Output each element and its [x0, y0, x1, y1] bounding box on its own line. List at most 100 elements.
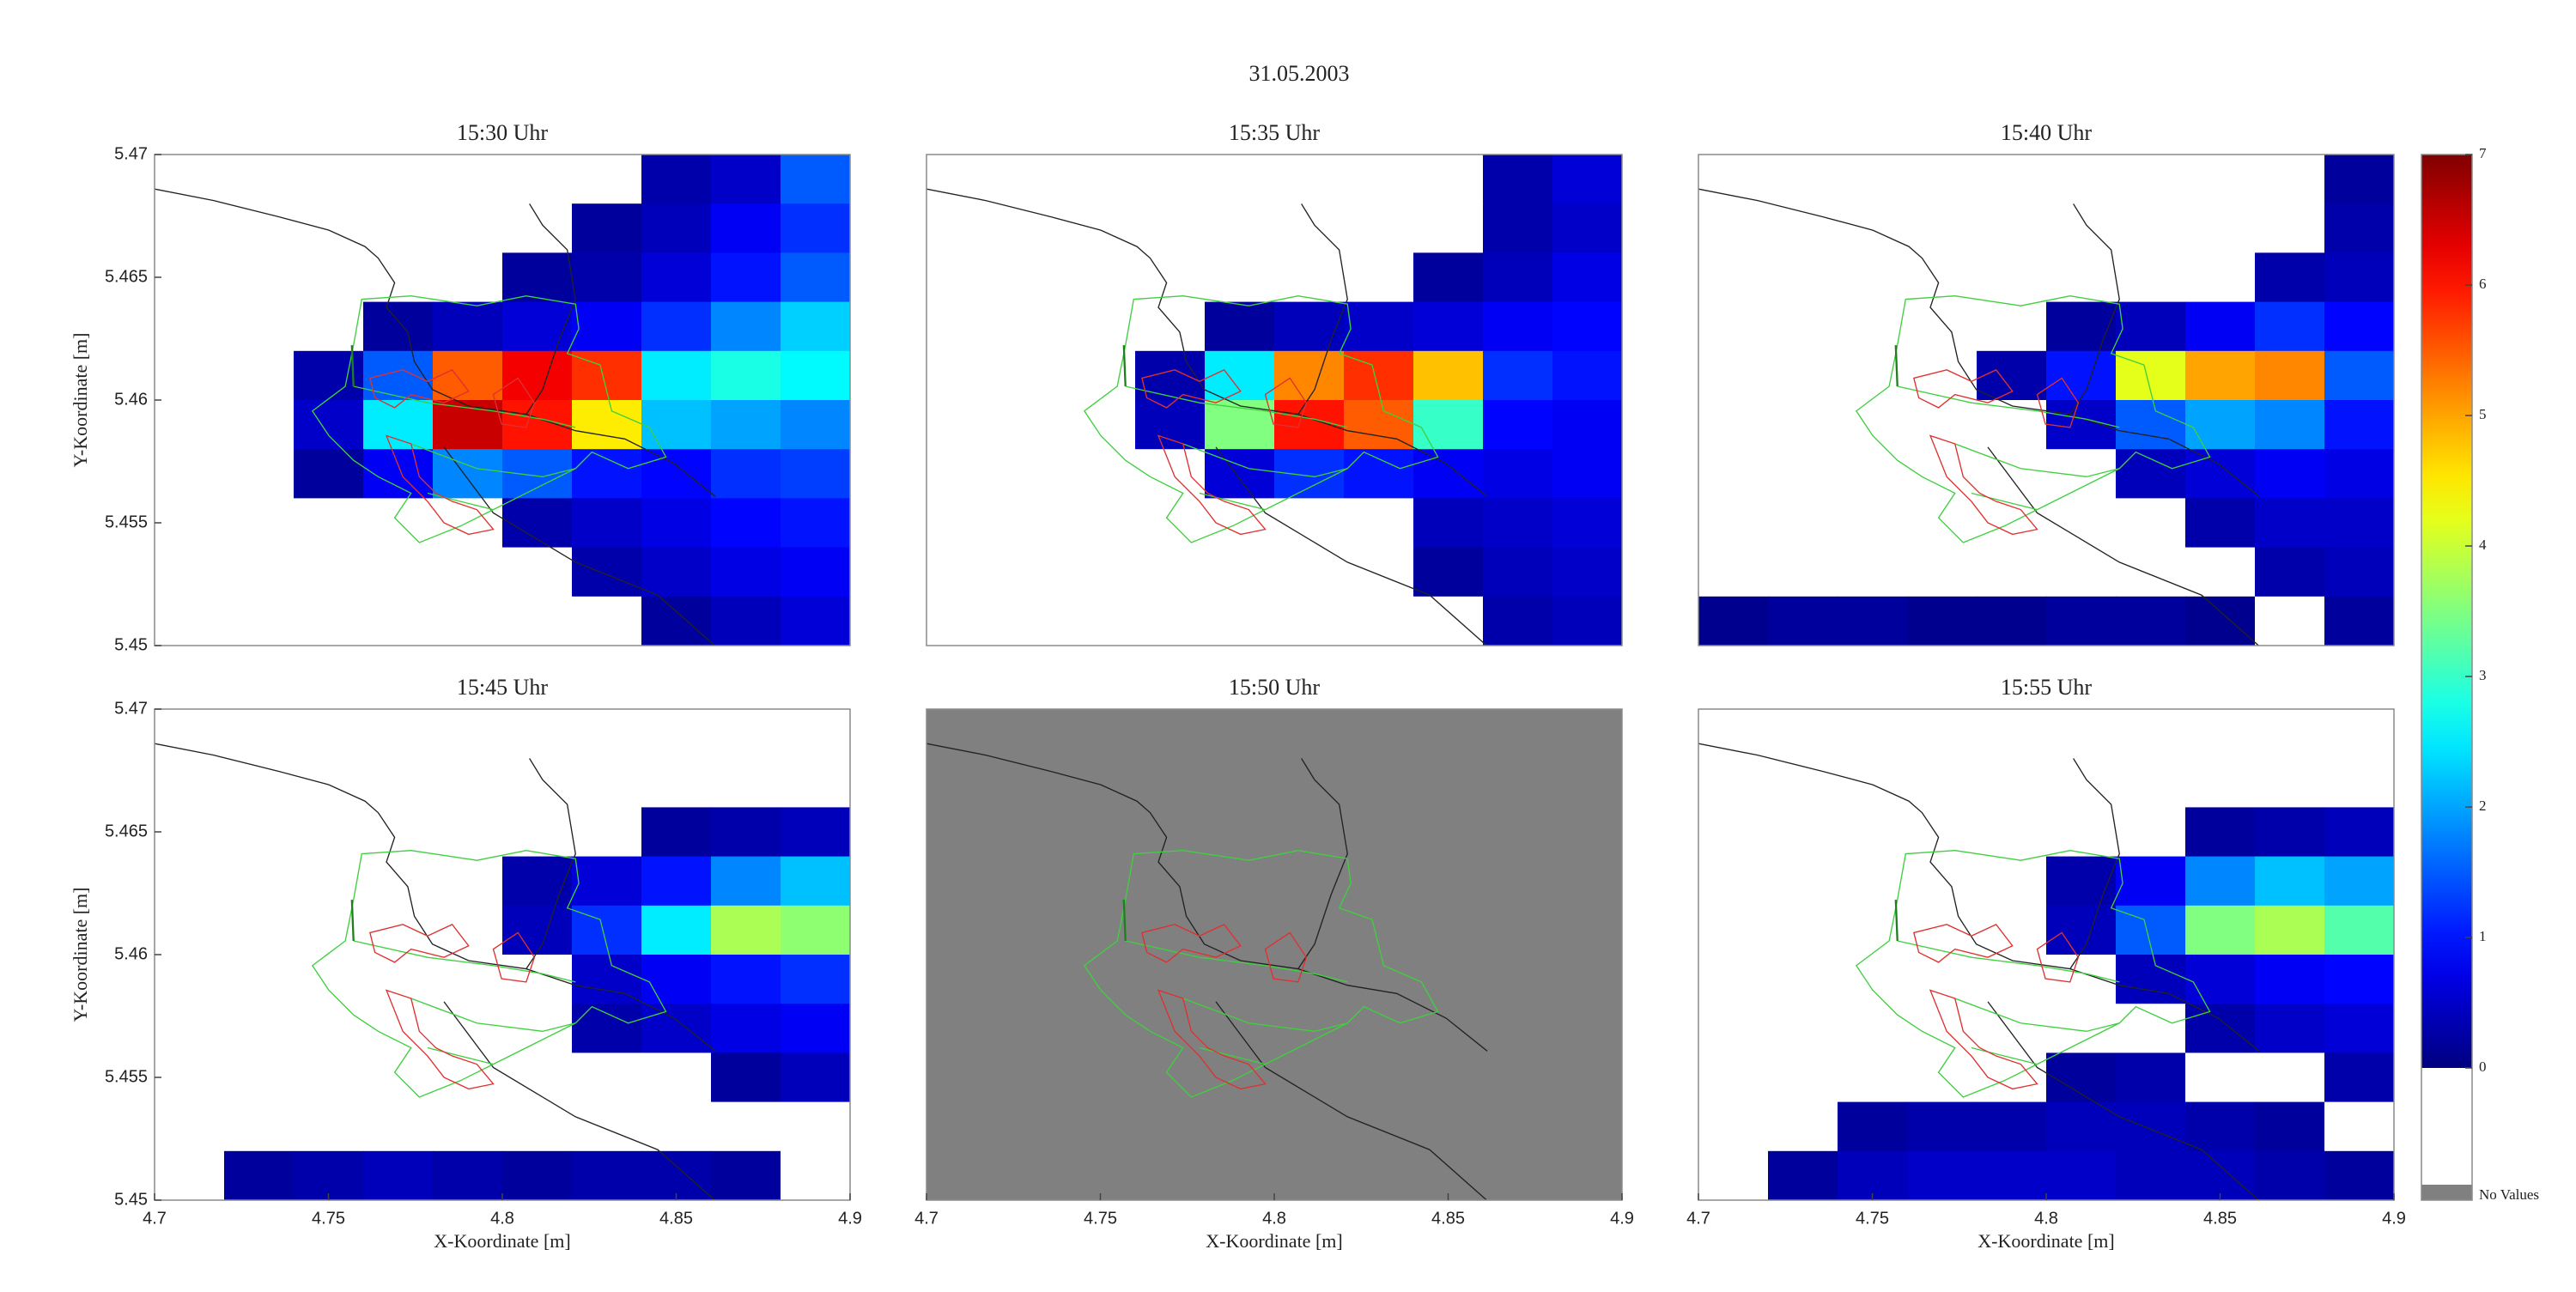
heat-cell	[224, 1052, 295, 1103]
heat-cell	[2324, 596, 2394, 646]
heat-cell	[927, 350, 997, 401]
heat-cell	[927, 252, 997, 303]
heat-cell	[1274, 498, 1345, 549]
heat-cell	[363, 955, 434, 1004]
y-tick-label: 5.45	[114, 1190, 148, 1209]
x-tick-label: 4.85	[1431, 1209, 1465, 1228]
heat-cell	[1274, 252, 1345, 303]
heat-cell	[433, 709, 503, 759]
heat-cell	[2255, 155, 2325, 204]
heat-cell	[927, 1101, 997, 1152]
heat-cell	[155, 350, 225, 401]
heat-cell	[2324, 547, 2394, 597]
heat-cell	[1344, 1052, 1414, 1103]
heat-cell	[572, 155, 642, 204]
heat-cell	[1552, 547, 1622, 597]
heat-cell	[927, 400, 997, 450]
heat-cell	[711, 1150, 781, 1200]
heat-cell	[1066, 203, 1136, 253]
heat-cell	[1768, 758, 1838, 808]
heat-cell	[224, 400, 295, 450]
heat-cell	[155, 498, 225, 549]
heat-cell	[927, 955, 997, 1004]
heat-cell	[294, 758, 364, 808]
heat-cell	[711, 155, 781, 204]
heat-cell	[1552, 955, 1622, 1004]
heat-cell	[996, 955, 1066, 1004]
heat-cell	[294, 1052, 364, 1103]
heat-cell	[2324, 1004, 2394, 1053]
heat-cell	[1483, 1004, 1553, 1053]
heat-cell	[1205, 596, 1275, 646]
heat-cell	[2185, 856, 2256, 907]
heat-cell	[433, 203, 503, 253]
heat-cell	[363, 155, 434, 204]
heat-cell	[1698, 807, 1769, 858]
heat-cell	[1135, 807, 1206, 858]
heat-cell	[294, 955, 364, 1004]
colorbar-tick-label: 1	[2479, 928, 2487, 944]
heat-cell	[433, 498, 503, 549]
heat-cell	[2116, 301, 2186, 352]
heat-cell	[641, 449, 712, 499]
heat-cell	[2255, 1101, 2325, 1152]
heat-cell	[1907, 400, 1978, 450]
heat-cell	[155, 1004, 225, 1053]
heat-cell	[294, 1004, 364, 1053]
heat-cell	[2185, 350, 2256, 401]
heat-cell	[1698, 709, 1769, 759]
heat-cell	[1838, 301, 1908, 352]
heat-cell	[155, 709, 225, 759]
x-tick-label: 4.75	[1856, 1209, 1889, 1228]
heat-cell	[996, 498, 1066, 549]
colorbar-tick-label: 4	[2479, 537, 2487, 553]
heat-cell	[224, 350, 295, 401]
heat-cell	[1977, 449, 2047, 499]
heat-cell	[294, 709, 364, 759]
heat-cell	[155, 807, 225, 858]
heat-cell	[1698, 1052, 1769, 1103]
heat-cell	[2185, 758, 2256, 808]
heat-cell	[1977, 709, 2047, 759]
heat-cell	[1552, 498, 1622, 549]
heat-cell	[1205, 449, 1275, 499]
heat-cell	[294, 203, 364, 253]
heat-cell	[1135, 301, 1206, 352]
heat-cell	[1135, 955, 1206, 1004]
heat-cell	[1205, 252, 1275, 303]
heat-cell	[502, 596, 573, 646]
heat-cell	[2116, 1052, 2186, 1103]
heat-cell	[2255, 807, 2325, 858]
heat-cell	[572, 252, 642, 303]
heat-cell	[155, 596, 225, 646]
heat-cell	[781, 955, 850, 1004]
heat-cell	[1344, 596, 1414, 646]
heat-cell	[2255, 449, 2325, 499]
heat-cell	[1205, 203, 1275, 253]
heat-cell	[224, 547, 295, 597]
heat-cell	[363, 709, 434, 759]
heat-cell	[2324, 905, 2394, 955]
heat-cell	[1907, 498, 1978, 549]
heat-cell	[502, 856, 573, 907]
heat-cell	[1483, 1150, 1553, 1200]
heat-cell	[2116, 155, 2186, 204]
panel: 15:30 Uhr 5.45 5.455 5.46 5.465 5.47 Y-Koordin…	[70, 120, 851, 654]
heat-cell	[781, 807, 850, 858]
heat-cell	[1483, 547, 1553, 597]
heat-cell	[1552, 203, 1622, 253]
x-tick-label: 4.7	[143, 1209, 167, 1228]
heat-cell	[1907, 709, 1978, 759]
heat-cell	[2046, 1150, 2117, 1200]
heat-cell	[781, 203, 850, 253]
heat-cell	[1483, 1101, 1553, 1152]
heat-cell	[1066, 856, 1136, 907]
heat-cell	[2185, 1101, 2256, 1152]
heat-cell	[711, 856, 781, 907]
heat-cell	[502, 905, 573, 955]
heat-cell	[1274, 350, 1345, 401]
cells	[155, 709, 850, 1200]
heat-cell	[1066, 400, 1136, 450]
heat-cell	[927, 709, 997, 759]
heat-cell	[1838, 955, 1908, 1004]
